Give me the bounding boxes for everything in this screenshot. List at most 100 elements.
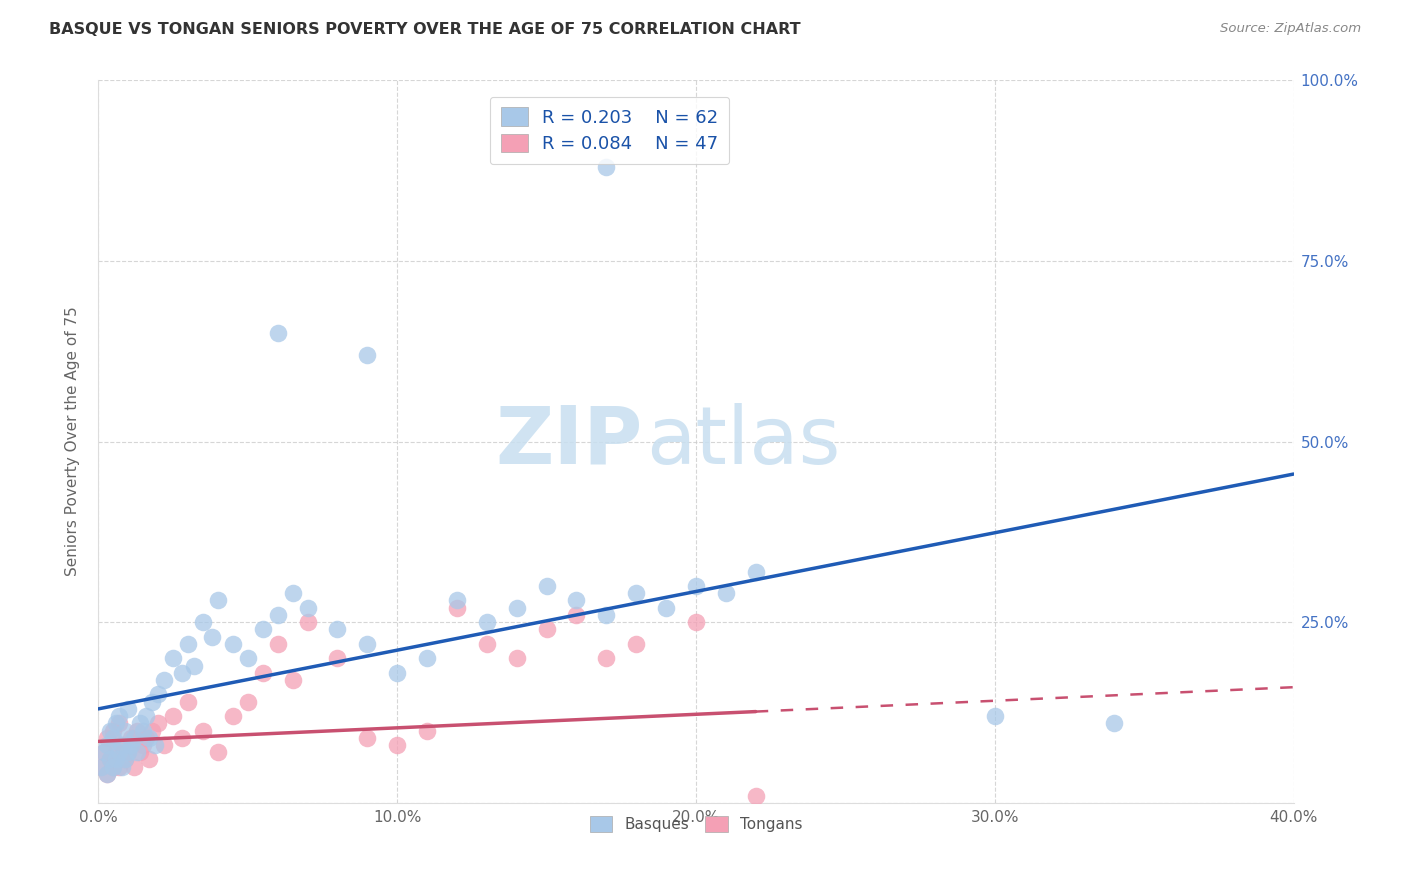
Point	[96, 731, 118, 745]
Point	[129, 745, 152, 759]
Point	[117, 745, 139, 759]
Point	[114, 752, 136, 766]
Point	[536, 623, 558, 637]
Point	[356, 731, 378, 745]
Point	[96, 738, 118, 752]
Point	[326, 623, 349, 637]
Point	[124, 731, 146, 745]
Text: atlas: atlas	[645, 402, 841, 481]
Point	[105, 745, 128, 759]
Point	[135, 731, 157, 745]
Point	[108, 745, 131, 759]
Point	[745, 565, 768, 579]
Point	[143, 738, 166, 752]
Point	[103, 760, 125, 774]
Point	[222, 709, 245, 723]
Point	[236, 695, 259, 709]
Point	[93, 745, 115, 759]
Point	[148, 687, 170, 701]
Point	[120, 731, 142, 745]
Y-axis label: Seniors Poverty Over the Age of 75: Seniors Poverty Over the Age of 75	[65, 307, 80, 576]
Point	[281, 673, 304, 687]
Point	[98, 752, 122, 766]
Point	[129, 716, 152, 731]
Point	[177, 695, 200, 709]
Point	[108, 709, 131, 723]
Point	[222, 637, 245, 651]
Point	[236, 651, 259, 665]
Point	[565, 593, 588, 607]
Point	[172, 731, 194, 745]
Text: Source: ZipAtlas.com: Source: ZipAtlas.com	[1220, 22, 1361, 36]
Point	[117, 702, 139, 716]
Point	[356, 348, 378, 362]
Point	[148, 716, 170, 731]
Point	[105, 752, 128, 766]
Point	[114, 752, 136, 766]
Point	[90, 760, 112, 774]
Point	[138, 752, 160, 766]
Point	[252, 665, 274, 680]
Point	[655, 600, 678, 615]
Point	[475, 615, 498, 630]
Point	[385, 665, 409, 680]
Point	[252, 623, 274, 637]
Point	[281, 586, 304, 600]
Point	[356, 637, 378, 651]
Point	[1104, 716, 1126, 731]
Point	[111, 738, 134, 752]
Point	[153, 738, 176, 752]
Point	[90, 760, 112, 774]
Point	[984, 709, 1007, 723]
Point	[103, 723, 125, 738]
Point	[111, 738, 134, 752]
Point	[506, 600, 529, 615]
Point	[98, 752, 122, 766]
Point	[132, 723, 155, 738]
Point	[297, 600, 319, 615]
Point	[127, 745, 149, 759]
Point	[595, 160, 617, 174]
Point	[93, 745, 115, 759]
Point	[416, 723, 439, 738]
Point	[506, 651, 529, 665]
Point	[475, 637, 498, 651]
Point	[745, 789, 768, 803]
Point	[138, 731, 160, 745]
Point	[132, 738, 155, 752]
Point	[326, 651, 349, 665]
Point	[103, 760, 125, 774]
Point	[595, 651, 617, 665]
Point	[714, 586, 737, 600]
Point	[685, 579, 707, 593]
Point	[565, 607, 588, 622]
Point	[297, 615, 319, 630]
Point	[162, 709, 184, 723]
Point	[267, 637, 290, 651]
Point	[207, 745, 229, 759]
Point	[385, 738, 409, 752]
Point	[103, 731, 125, 745]
Text: ZIP: ZIP	[495, 402, 643, 481]
Point	[114, 723, 136, 738]
Point	[141, 695, 163, 709]
Point	[162, 651, 184, 665]
Point	[127, 723, 149, 738]
Point	[536, 579, 558, 593]
Point	[446, 600, 468, 615]
Text: BASQUE VS TONGAN SENIORS POVERTY OVER THE AGE OF 75 CORRELATION CHART: BASQUE VS TONGAN SENIORS POVERTY OVER TH…	[49, 22, 801, 37]
Point	[96, 767, 118, 781]
Point	[191, 723, 214, 738]
Point	[267, 607, 290, 622]
Point	[124, 760, 146, 774]
Point	[135, 709, 157, 723]
Point	[108, 716, 131, 731]
Point	[98, 723, 122, 738]
Point	[207, 593, 229, 607]
Point	[117, 745, 139, 759]
Point	[172, 665, 194, 680]
Point	[120, 738, 142, 752]
Legend: Basques, Tongans: Basques, Tongans	[583, 810, 808, 838]
Point	[685, 615, 707, 630]
Point	[153, 673, 176, 687]
